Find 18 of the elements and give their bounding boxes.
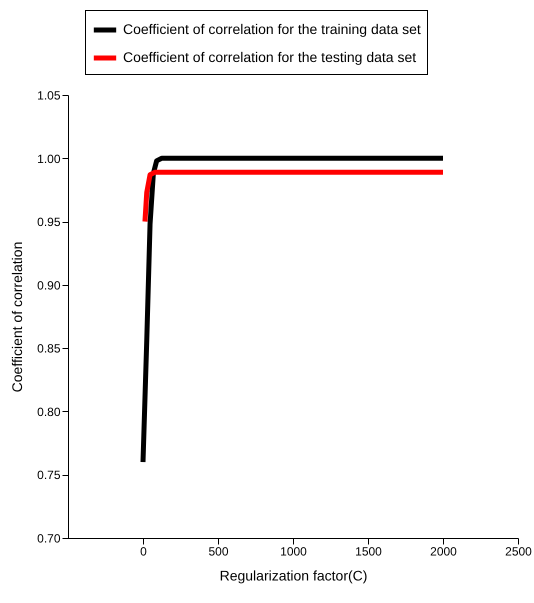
x-tick-label: 1000	[280, 544, 308, 558]
y-tick-label: 0.75	[37, 468, 61, 482]
x-tick-label: 500	[208, 544, 229, 558]
legend-label: Coefficient of correlation for the testing data set	[123, 49, 416, 65]
x-tick-label: 0	[140, 544, 148, 558]
y-tick-label: 0.90	[37, 278, 61, 292]
y-tick-label: 1.00	[37, 152, 61, 166]
x-axis-title: Regularization factor(C)	[220, 568, 368, 584]
x-tick-label: 2000	[430, 544, 458, 558]
y-tick-label: 0.95	[37, 215, 61, 230]
legend-label: Coefficient of correlation for the training data set	[123, 21, 421, 37]
y-tick-label: 0.85	[37, 342, 61, 356]
y-tick-label: 0.80	[37, 404, 61, 419]
x-tick-label: 1500	[355, 544, 382, 558]
y-tick-label: 0.70	[37, 532, 61, 546]
y-axis-title: Coefficient of correlation	[9, 242, 26, 392]
x-tick-label: 2500	[505, 544, 532, 558]
y-tick-label: 1.05	[37, 88, 61, 102]
